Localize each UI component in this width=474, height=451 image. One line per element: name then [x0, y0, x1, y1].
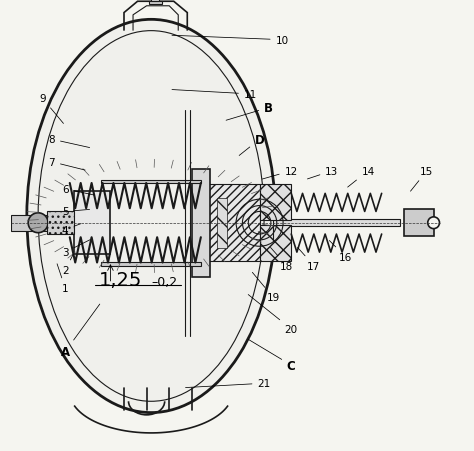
Text: 12: 12: [262, 166, 298, 179]
Text: 17: 17: [298, 248, 320, 271]
Bar: [260, 226, 291, 262]
Text: 1: 1: [57, 264, 69, 294]
Text: A: A: [61, 304, 100, 358]
Text: D: D: [239, 133, 264, 156]
Text: 1,25: 1,25: [99, 270, 143, 289]
Text: 16: 16: [329, 241, 352, 262]
Bar: [74, 192, 110, 255]
Text: 14: 14: [347, 166, 375, 188]
Bar: [273, 220, 400, 227]
Circle shape: [28, 213, 48, 233]
Text: 9: 9: [39, 94, 64, 124]
Text: 19: 19: [252, 273, 280, 303]
Bar: [101, 262, 201, 266]
Text: 20: 20: [248, 295, 298, 334]
Text: 10: 10: [172, 36, 289, 46]
Bar: [217, 198, 227, 248]
Bar: [11, 215, 70, 231]
Bar: [101, 180, 201, 184]
Text: B: B: [226, 102, 273, 121]
Text: 21: 21: [185, 378, 271, 388]
Text: –0,2: –0,2: [151, 275, 177, 288]
Text: 3: 3: [62, 240, 90, 258]
Ellipse shape: [27, 20, 275, 413]
Bar: [205, 185, 260, 262]
Bar: [149, 2, 162, 5]
Text: 4: 4: [62, 224, 81, 235]
Text: 6: 6: [62, 184, 94, 196]
Text: 18: 18: [271, 248, 293, 271]
Bar: [47, 212, 74, 235]
Text: 8: 8: [48, 135, 90, 148]
Circle shape: [428, 217, 439, 229]
Bar: [404, 210, 434, 237]
Text: 11: 11: [172, 90, 257, 100]
Bar: [151, 0, 159, 2]
Text: 7: 7: [48, 157, 85, 171]
Bar: [192, 169, 210, 277]
Text: 5: 5: [62, 207, 90, 217]
Text: 2: 2: [62, 255, 73, 276]
Text: 15: 15: [410, 166, 433, 192]
Text: 13: 13: [308, 166, 338, 179]
Bar: [260, 185, 291, 221]
Text: C: C: [248, 340, 296, 372]
